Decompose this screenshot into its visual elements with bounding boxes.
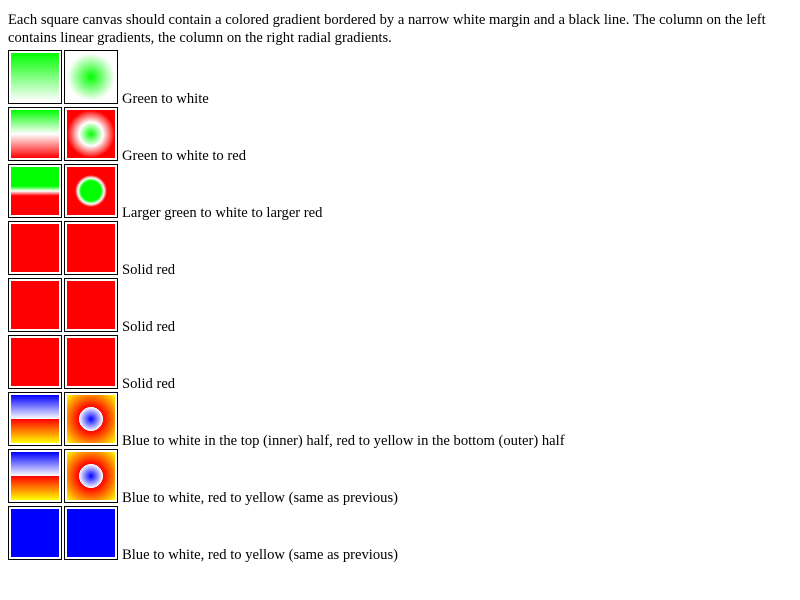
page-content: Each square canvas should contain a colo… xyxy=(8,11,798,563)
linear-gradient-canvas xyxy=(8,221,62,275)
row-description: Blue to white in the top (inner) half, r… xyxy=(122,433,565,449)
linear-gradient-fill xyxy=(11,395,59,443)
linear-gradient-fill xyxy=(11,224,59,272)
intro-paragraph: Each square canvas should contain a colo… xyxy=(8,12,766,46)
row-description: Blue to white, red to yellow (same as pr… xyxy=(122,547,398,563)
linear-gradient-fill xyxy=(11,53,59,101)
row-description: Solid red xyxy=(122,319,176,335)
row-description: Green to white xyxy=(122,91,209,107)
radial-gradient-canvas xyxy=(64,278,118,332)
linear-gradient-canvas xyxy=(8,449,62,503)
linear-gradient-canvas xyxy=(8,392,62,446)
row-description: Solid red xyxy=(122,262,176,278)
gradient-test-row: Solid red xyxy=(8,333,798,392)
gradient-test-row: Larger green to white to larger red xyxy=(8,162,798,221)
gradient-test-row: Solid red xyxy=(8,219,798,278)
radial-gradient-canvas xyxy=(64,449,118,503)
radial-gradient-canvas xyxy=(64,392,118,446)
radial-gradient-fill xyxy=(67,395,115,443)
gradient-test-row: Blue to white in the top (inner) half, r… xyxy=(8,390,798,449)
radial-gradient-fill xyxy=(67,281,115,329)
linear-gradient-fill xyxy=(11,452,59,500)
linear-gradient-canvas xyxy=(8,506,62,560)
linear-gradient-canvas xyxy=(8,335,62,389)
row-description: Green to white to red xyxy=(122,148,247,164)
linear-gradient-canvas xyxy=(8,50,62,104)
gradient-test-row: Green to white to red xyxy=(8,105,798,164)
radial-gradient-canvas xyxy=(64,50,118,104)
row-description: Larger green to white to larger red xyxy=(122,205,323,221)
gradient-test-row: Solid red xyxy=(8,276,798,335)
row-description: Blue to white, red to yellow (same as pr… xyxy=(122,490,398,506)
linear-gradient-canvas xyxy=(8,164,62,218)
gradient-test-row: Blue to white, red to yellow (same as pr… xyxy=(8,504,798,563)
linear-gradient-fill xyxy=(11,110,59,158)
radial-gradient-canvas xyxy=(64,335,118,389)
radial-gradient-canvas xyxy=(64,164,118,218)
radial-gradient-fill xyxy=(67,167,115,215)
radial-gradient-fill xyxy=(67,53,115,101)
linear-gradient-fill xyxy=(11,338,59,386)
linear-gradient-fill xyxy=(11,167,59,215)
linear-gradient-canvas xyxy=(8,278,62,332)
gradient-test-row: Green to white xyxy=(8,48,798,107)
linear-gradient-fill xyxy=(11,509,59,557)
radial-gradient-canvas xyxy=(64,221,118,275)
gradient-test-list: Green to white Green to white to red Large… xyxy=(8,48,798,563)
linear-gradient-fill xyxy=(11,281,59,329)
radial-gradient-canvas xyxy=(64,107,118,161)
radial-gradient-fill xyxy=(67,452,115,500)
radial-gradient-fill xyxy=(67,509,115,557)
gradient-test-row: Blue to white, red to yellow (same as pr… xyxy=(8,447,798,506)
radial-gradient-canvas xyxy=(64,506,118,560)
radial-gradient-fill xyxy=(67,224,115,272)
radial-gradient-fill xyxy=(67,110,115,158)
linear-gradient-canvas xyxy=(8,107,62,161)
row-description: Solid red xyxy=(122,376,176,392)
radial-gradient-fill xyxy=(67,338,115,386)
